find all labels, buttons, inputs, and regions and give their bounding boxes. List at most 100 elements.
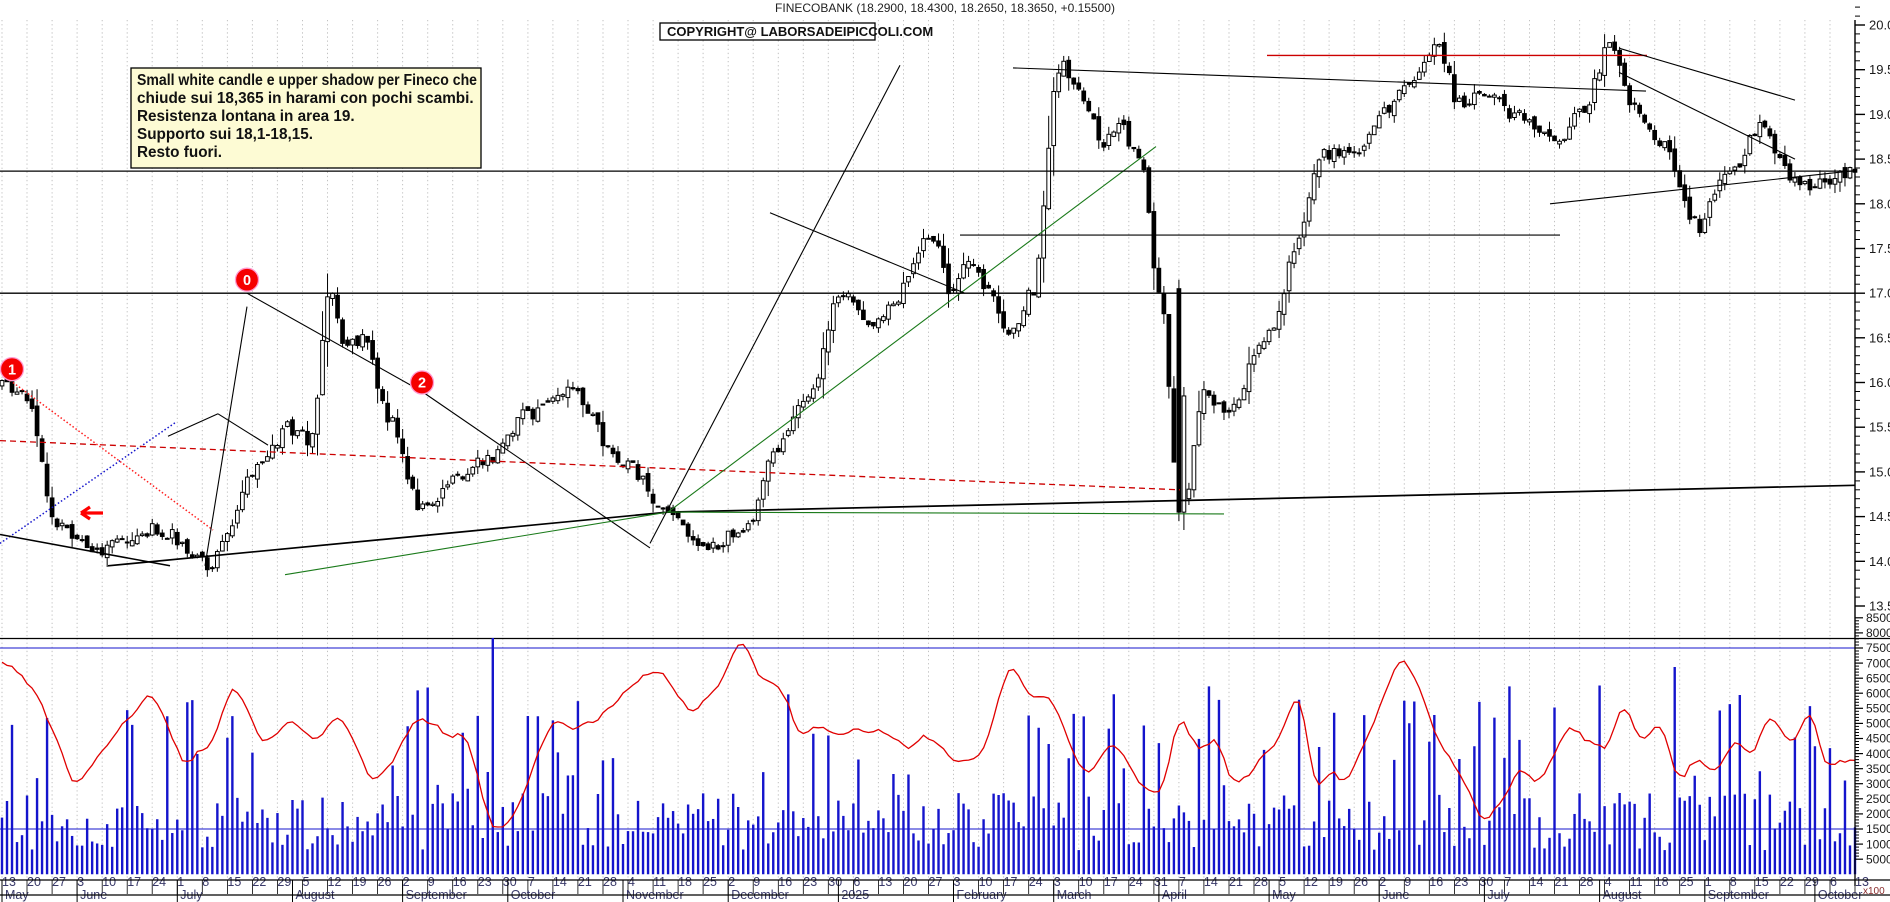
svg-text:5: 5 [303,875,310,889]
svg-text:60000: 60000 [1866,686,1890,700]
svg-text:18: 18 [1655,875,1669,889]
svg-text:16.5: 16.5 [1869,330,1890,345]
svg-text:21: 21 [1229,875,1243,889]
svg-text:FINECOBANK (18.2900, 18.4300,: FINECOBANK (18.2900, 18.4300, 18.2650, 1… [775,1,1115,15]
svg-text:28: 28 [1580,875,1594,889]
svg-text:Resistenza lontana in area 19.: Resistenza lontana in area 19. [137,108,355,125]
svg-text:22: 22 [1780,875,1794,889]
svg-text:30: 30 [828,875,842,889]
svg-text:14: 14 [553,875,567,889]
svg-text:17: 17 [127,875,141,889]
svg-text:2: 2 [418,376,426,392]
svg-text:29: 29 [277,875,291,889]
svg-text:6: 6 [853,875,860,889]
svg-text:16: 16 [778,875,792,889]
svg-text:17: 17 [1104,875,1118,889]
svg-text:23: 23 [478,875,492,889]
svg-text:19.5: 19.5 [1869,62,1890,77]
svg-text:31: 31 [1154,875,1168,889]
svg-text:15.0: 15.0 [1869,464,1890,479]
svg-text:21: 21 [578,875,592,889]
svg-text:21: 21 [1555,875,1569,889]
svg-text:15000: 15000 [1866,822,1890,836]
svg-text:20: 20 [904,875,918,889]
svg-text:13: 13 [878,875,892,889]
svg-text:23: 23 [803,875,817,889]
svg-text:0: 0 [243,273,251,289]
svg-text:11: 11 [1630,875,1643,889]
svg-text:27: 27 [52,875,66,889]
svg-text:30000: 30000 [1866,777,1890,791]
svg-text:7: 7 [1179,875,1186,889]
svg-text:11: 11 [653,875,666,889]
svg-text:27: 27 [929,875,943,889]
svg-text:80000: 80000 [1866,626,1890,640]
svg-text:14: 14 [1204,875,1218,889]
svg-text:17.5: 17.5 [1869,241,1890,256]
svg-text:30: 30 [503,875,517,889]
svg-text:COPYRIGHT@ LABORSADEIPICCOLI.C: COPYRIGHT@ LABORSADEIPICCOLI.COM [667,24,933,39]
svg-text:4: 4 [1605,875,1612,889]
svg-text:19.0: 19.0 [1869,107,1890,122]
svg-text:30: 30 [1479,875,1493,889]
svg-text:16.0: 16.0 [1869,375,1890,390]
svg-text:20000: 20000 [1866,807,1890,821]
svg-text:55000: 55000 [1866,702,1890,716]
svg-text:13: 13 [2,875,16,889]
svg-text:4: 4 [628,875,635,889]
svg-text:3: 3 [77,875,84,889]
svg-text:1: 1 [1705,875,1712,889]
svg-text:18: 18 [678,875,692,889]
svg-text:12: 12 [1304,875,1318,889]
svg-text:25000: 25000 [1866,792,1890,806]
svg-text:3: 3 [1054,875,1061,889]
svg-text:40000: 40000 [1866,747,1890,761]
svg-text:7: 7 [528,875,535,889]
svg-text:7: 7 [1504,875,1511,889]
svg-text:6: 6 [1830,875,1837,889]
svg-text:65000: 65000 [1866,671,1890,685]
svg-text:28: 28 [603,875,617,889]
svg-text:28: 28 [1254,875,1268,889]
svg-text:Small white candle e upper sha: Small white candle e upper shadow per Fi… [137,72,477,89]
svg-text:14.5: 14.5 [1869,509,1890,524]
svg-text:18.0: 18.0 [1869,196,1890,211]
svg-text:70000: 70000 [1866,656,1890,670]
svg-text:2: 2 [728,875,735,889]
svg-text:3: 3 [954,875,961,889]
svg-text:18.5: 18.5 [1869,152,1890,167]
svg-text:9: 9 [428,875,435,889]
svg-text:20: 20 [27,875,41,889]
svg-text:chiude sui 18,365 in harami co: chiude sui 18,365 in harami con pochi sc… [137,90,474,107]
svg-text:19: 19 [353,875,367,889]
svg-text:9: 9 [1404,875,1411,889]
svg-text:8: 8 [202,875,209,889]
svg-text:23: 23 [1454,875,1468,889]
svg-text:24: 24 [1129,875,1143,889]
svg-text:24: 24 [152,875,166,889]
svg-text:25: 25 [703,875,717,889]
svg-text:26: 26 [1354,875,1368,889]
svg-text:Resto fuori.: Resto fuori. [137,144,222,161]
svg-text:22: 22 [252,875,266,889]
svg-text:10: 10 [102,875,116,889]
svg-text:16: 16 [453,875,467,889]
svg-text:16: 16 [1429,875,1443,889]
svg-text:10000: 10000 [1866,837,1890,851]
svg-text:26: 26 [378,875,392,889]
svg-text:9: 9 [753,875,760,889]
svg-text:15: 15 [1755,875,1769,889]
svg-text:1: 1 [8,362,16,378]
svg-text:15.5: 15.5 [1869,420,1890,435]
svg-text:13: 13 [1855,875,1869,889]
svg-text:50000: 50000 [1866,717,1890,731]
svg-text:2: 2 [1379,875,1386,889]
svg-text:14.0: 14.0 [1869,554,1890,569]
svg-text:17: 17 [1004,875,1018,889]
svg-text:19: 19 [1329,875,1343,889]
svg-text:25: 25 [1680,875,1694,889]
svg-text:75000: 75000 [1866,641,1890,655]
svg-text:10: 10 [1079,875,1093,889]
svg-text:24: 24 [1029,875,1043,889]
svg-text:14: 14 [1530,875,1544,889]
